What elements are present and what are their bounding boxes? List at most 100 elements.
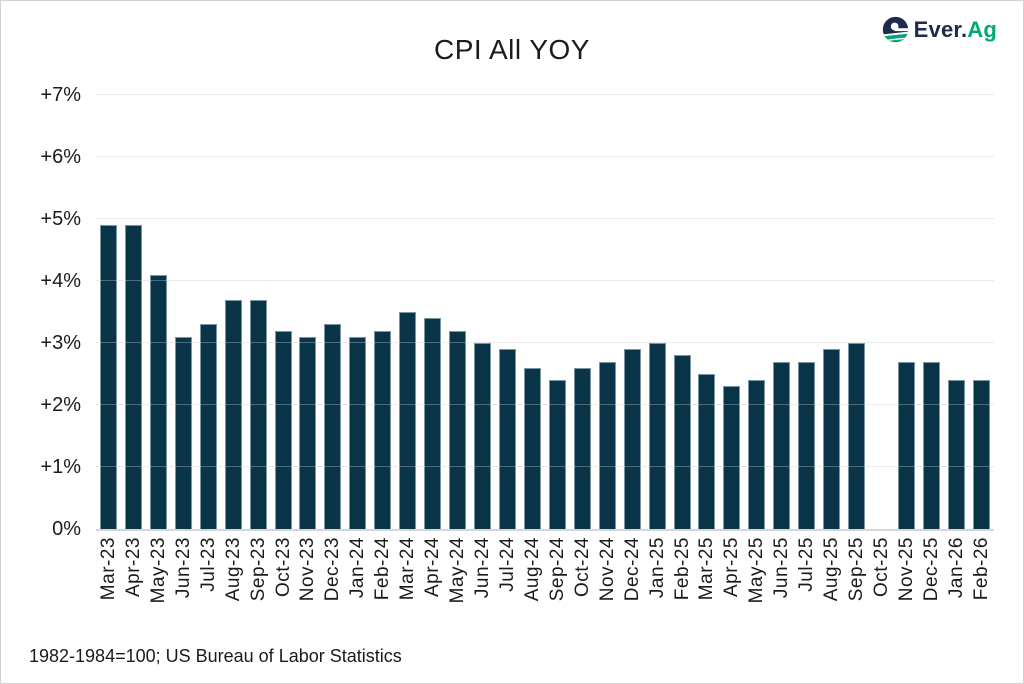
bar-slot <box>620 95 645 529</box>
x-tick-slot: May-24 <box>445 537 470 603</box>
y-tick-label: +6% <box>40 146 81 168</box>
x-tick-slot: May-23 <box>146 537 171 603</box>
bar-slot <box>819 95 844 529</box>
bar-slot <box>520 95 545 529</box>
x-tick-slot: Apr-25 <box>719 537 744 597</box>
x-tick-slot: Apr-23 <box>121 537 146 597</box>
logo-text-ever: Ever. <box>913 16 968 42</box>
x-tick-slot: Jan-24 <box>345 537 370 598</box>
bar-aug-25 <box>823 349 841 529</box>
x-tick-slot: Mar-24 <box>395 537 420 600</box>
bar-feb-25 <box>673 355 691 529</box>
x-tick-label: Mar-24 <box>397 537 419 601</box>
bar-may-25 <box>748 380 766 529</box>
x-tick-label: May-23 <box>147 537 169 604</box>
bar-slot <box>271 95 296 529</box>
bar-slot <box>595 95 620 529</box>
bar-slot <box>345 95 370 529</box>
bar-nov-23 <box>299 336 317 529</box>
bar-slot <box>445 95 470 529</box>
bar-jul-25 <box>798 361 816 529</box>
gridline-overlay <box>96 94 994 95</box>
bar-apr-25 <box>723 386 741 529</box>
x-tick-label: Nov-23 <box>297 537 319 602</box>
gridline <box>96 94 994 95</box>
x-tick-label: Mar-25 <box>696 537 718 601</box>
x-tick-label: Jun-23 <box>172 537 194 599</box>
bar-jan-25 <box>648 343 666 529</box>
x-tick-slot: Sep-24 <box>545 537 570 601</box>
bar-slot <box>121 95 146 529</box>
x-tick-label: Apr-25 <box>721 537 743 598</box>
x-tick-label: Feb-25 <box>671 537 693 601</box>
y-axis: 0% +1% +2% +3% +4% +5% +6% +7% <box>1 85 81 539</box>
bar-oct-24 <box>573 367 591 529</box>
everag-wordmark: Ever.Ag <box>913 16 997 42</box>
x-tick-slot: Jan-26 <box>944 537 969 598</box>
y-tick-label: +2% <box>40 394 81 416</box>
bar-slot <box>919 95 944 529</box>
gridline-overlay <box>96 404 994 405</box>
x-tick-label: Oct-25 <box>871 537 893 598</box>
y-tick-label: +1% <box>40 456 81 478</box>
bar-slot <box>844 95 869 529</box>
x-tick-label: Nov-25 <box>895 537 917 602</box>
bar-oct-23 <box>274 330 292 529</box>
gridline-overlay <box>96 156 994 157</box>
y-tick-label: +3% <box>40 332 81 354</box>
x-tick-slot: Aug-23 <box>221 537 246 601</box>
bar-slot <box>645 95 670 529</box>
x-tick-label: Apr-24 <box>422 537 444 598</box>
x-tick-label: Apr-23 <box>122 537 144 598</box>
x-axis: Mar-23 Apr-23 May-23 Jun-23 Jul-23 Aug-23 Sep-… <box>96 537 994 637</box>
bar-jun-25 <box>773 361 791 529</box>
x-tick-label: Sep-25 <box>846 537 868 602</box>
bar-slot <box>894 95 919 529</box>
x-tick-label: Jan-24 <box>347 537 369 599</box>
x-tick-slot: Feb-25 <box>670 537 695 600</box>
x-tick-label: Sep-24 <box>546 537 568 602</box>
y-tick-label: +5% <box>40 208 81 230</box>
gridline-overlay <box>96 218 994 219</box>
x-tick-slot: Jan-25 <box>645 537 670 598</box>
bar-jan-26 <box>947 380 965 529</box>
bar-slot <box>395 95 420 529</box>
bar-slot <box>320 95 345 529</box>
gridline <box>96 342 994 343</box>
x-tick-label: Aug-25 <box>821 537 843 602</box>
bar-jul-23 <box>199 324 217 529</box>
bar-slot <box>695 95 720 529</box>
gridline-overlay <box>96 466 994 467</box>
x-axis-baseline <box>96 529 994 531</box>
x-tick-slot: May-25 <box>744 537 769 603</box>
bar-dec-24 <box>623 349 641 529</box>
bar-jul-24 <box>498 349 516 529</box>
y-tick-label: 0% <box>52 518 81 540</box>
bar-apr-24 <box>424 318 442 529</box>
bar-slot <box>470 95 495 529</box>
x-tick-slot: Sep-23 <box>246 537 271 601</box>
bar-slot <box>570 95 595 529</box>
x-tick-label: Dec-25 <box>920 537 942 602</box>
x-tick-label: Jan-26 <box>945 537 967 599</box>
x-tick-label: Jan-25 <box>646 537 668 599</box>
x-tick-label: Jul-24 <box>496 537 518 592</box>
bar-jan-24 <box>349 336 367 529</box>
plot-area <box>96 94 994 529</box>
bar-mar-24 <box>399 312 417 529</box>
x-tick-label: Oct-23 <box>272 537 294 598</box>
everag-logo-icon <box>882 16 908 43</box>
x-tick-label: Jun-25 <box>771 537 793 599</box>
gridline <box>96 280 994 281</box>
x-tick-slot: Oct-23 <box>271 537 296 597</box>
x-tick-slot: Dec-24 <box>620 537 645 601</box>
x-tick-slot: Mar-23 <box>96 537 121 600</box>
x-tick-slot: Aug-25 <box>819 537 844 601</box>
bar-slot <box>545 95 570 529</box>
bar-jun-24 <box>474 343 492 529</box>
bar-slot <box>221 95 246 529</box>
bar-sep-23 <box>249 299 267 529</box>
x-tick-slot: Feb-24 <box>370 537 395 600</box>
x-tick-slot: Nov-24 <box>595 537 620 601</box>
